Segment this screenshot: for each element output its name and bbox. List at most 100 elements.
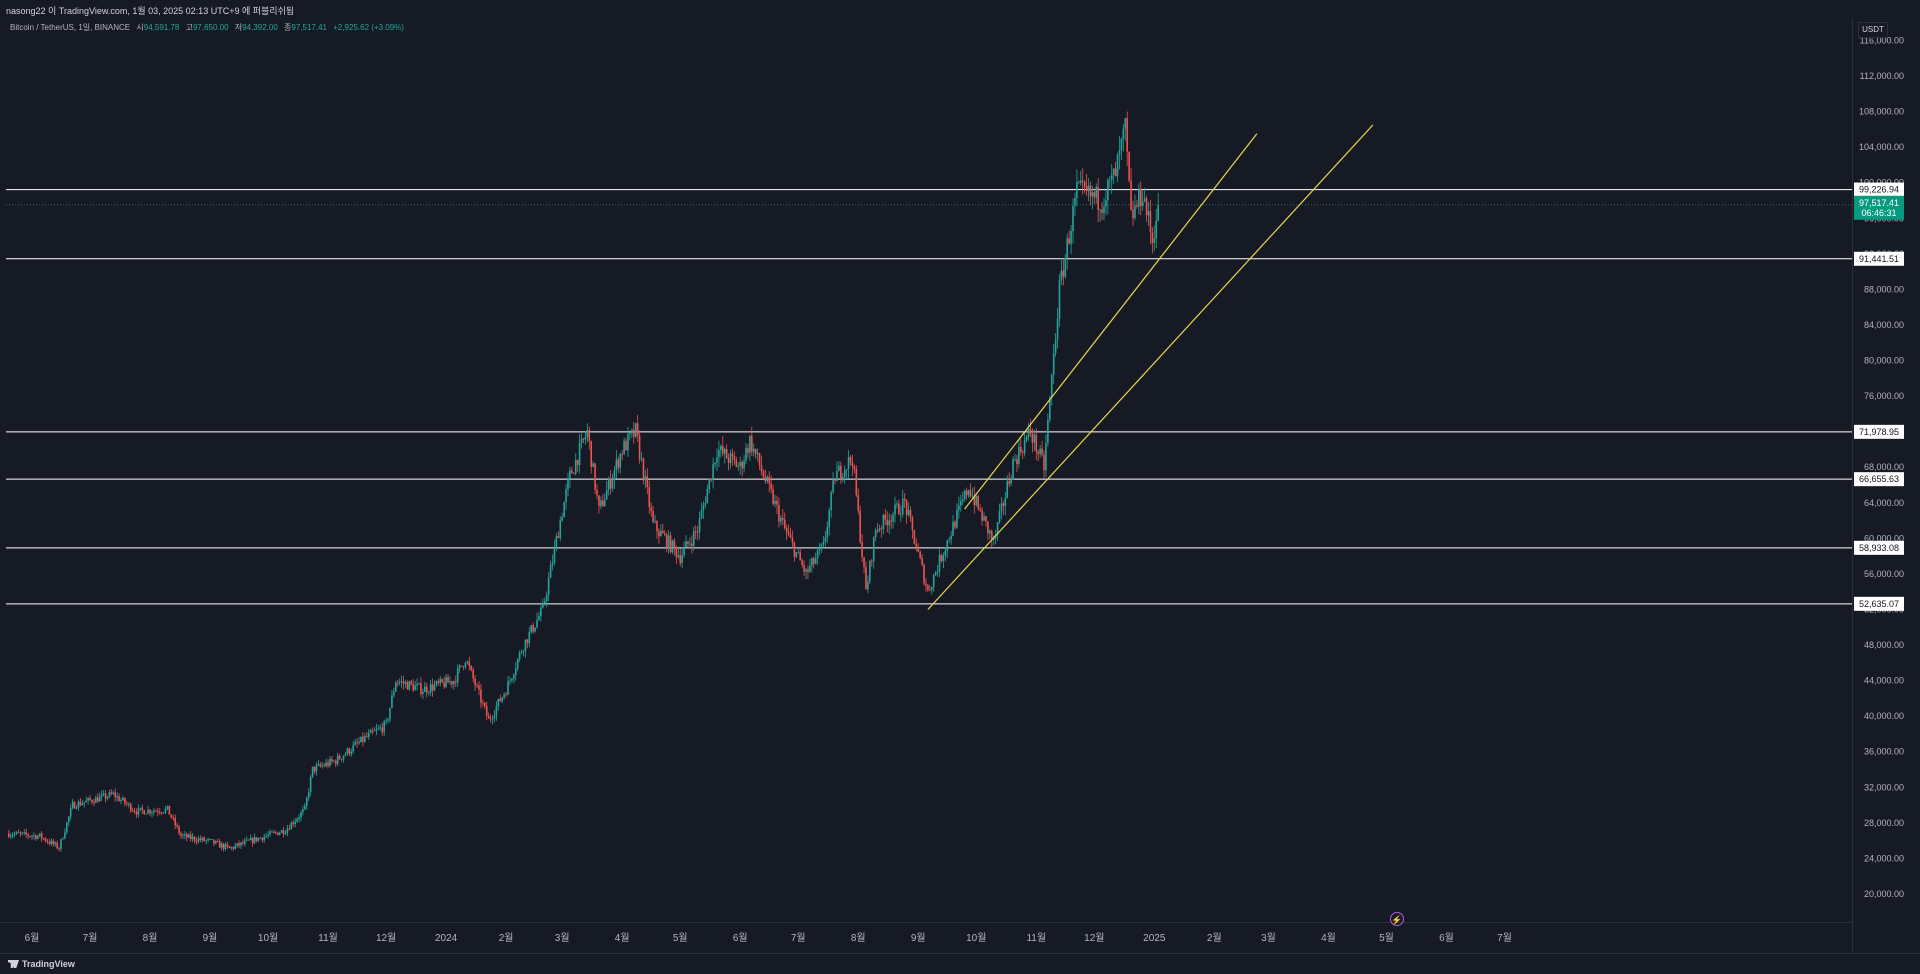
candle[interactable] [708,478,711,494]
candle[interactable] [563,501,565,518]
candle[interactable] [932,573,935,592]
candle[interactable] [226,841,229,849]
candle[interactable] [805,567,807,580]
candle[interactable] [673,537,676,556]
candle[interactable] [569,466,571,488]
candle[interactable] [1128,151,1130,183]
candle[interactable] [971,487,974,499]
candle[interactable] [207,837,209,843]
candle[interactable] [557,531,560,539]
candle[interactable] [789,527,792,539]
candle[interactable] [528,627,531,648]
candle[interactable] [749,434,751,462]
candle[interactable] [122,795,124,801]
candle[interactable] [284,830,287,836]
candle[interactable] [1027,422,1030,442]
candle[interactable] [760,455,763,476]
candle[interactable] [302,805,304,816]
candle[interactable] [900,505,902,523]
candle[interactable] [201,836,204,843]
candle[interactable] [54,841,57,847]
candle[interactable] [818,542,821,556]
candle[interactable] [596,484,598,500]
candle[interactable] [872,536,875,570]
candle[interactable] [878,524,881,533]
candle[interactable] [458,663,461,674]
candle[interactable] [824,530,827,547]
candle[interactable] [211,839,213,840]
candle[interactable] [530,624,533,634]
candle[interactable] [81,799,84,806]
candle[interactable] [294,818,296,828]
candle[interactable] [460,665,463,667]
candle[interactable] [849,455,852,466]
candle[interactable] [95,795,97,804]
candle[interactable] [85,796,87,803]
candle[interactable] [975,493,978,507]
candle[interactable] [44,837,47,843]
candle[interactable] [501,696,504,704]
candle[interactable] [259,836,262,839]
candle[interactable] [559,515,562,542]
candle[interactable] [96,793,99,803]
candle[interactable] [135,808,138,818]
candle[interactable] [319,761,322,768]
candle[interactable] [1016,454,1018,473]
candle[interactable] [189,831,192,842]
candle[interactable] [149,808,151,817]
candle[interactable] [737,462,740,471]
candle[interactable] [1074,192,1076,216]
candle[interactable] [441,678,444,684]
candle[interactable] [174,814,176,830]
candle[interactable] [503,692,505,700]
candle[interactable] [255,836,258,843]
candle[interactable] [950,530,952,546]
candle[interactable] [1122,124,1125,152]
candle[interactable] [367,729,370,741]
candle[interactable] [358,736,360,745]
candle[interactable] [278,831,281,836]
candle[interactable] [685,535,687,548]
candle[interactable] [582,437,585,444]
candle[interactable] [427,690,430,696]
candle[interactable] [551,554,554,571]
candle[interactable] [876,523,879,534]
candle[interactable] [354,738,356,746]
candle[interactable] [576,459,579,472]
chart-area[interactable]: 116,000.00 112,000.00 108,000.00 104,000.00… [0,18,1920,954]
candle[interactable] [735,456,738,468]
candle[interactable] [741,459,743,477]
candle[interactable] [17,829,20,834]
candle[interactable] [1126,111,1129,166]
candle[interactable] [843,465,846,484]
candle[interactable] [245,836,248,842]
candle[interactable] [383,719,385,737]
candle[interactable] [662,523,664,534]
candle[interactable] [658,528,660,544]
candle[interactable] [290,821,293,830]
candle[interactable] [75,805,78,810]
candle[interactable] [739,456,742,475]
candle[interactable] [292,819,295,828]
candle[interactable] [665,532,668,552]
candle[interactable] [168,805,171,815]
candle[interactable] [965,487,968,500]
candle[interactable] [638,430,641,464]
candle[interactable] [338,753,341,760]
candle[interactable] [1108,176,1111,188]
candle[interactable] [930,586,933,595]
candle[interactable] [648,480,651,514]
candle[interactable] [1012,456,1014,480]
candle[interactable] [656,520,658,539]
candle[interactable] [826,521,829,544]
candle[interactable] [15,831,18,836]
candle[interactable] [472,667,474,683]
candle[interactable] [323,762,325,768]
candle[interactable] [482,699,484,707]
candle[interactable] [547,572,550,602]
candle[interactable] [145,813,147,815]
candle[interactable] [702,501,705,519]
candle[interactable] [654,514,656,524]
candle[interactable] [561,512,563,523]
candle[interactable] [667,530,670,554]
